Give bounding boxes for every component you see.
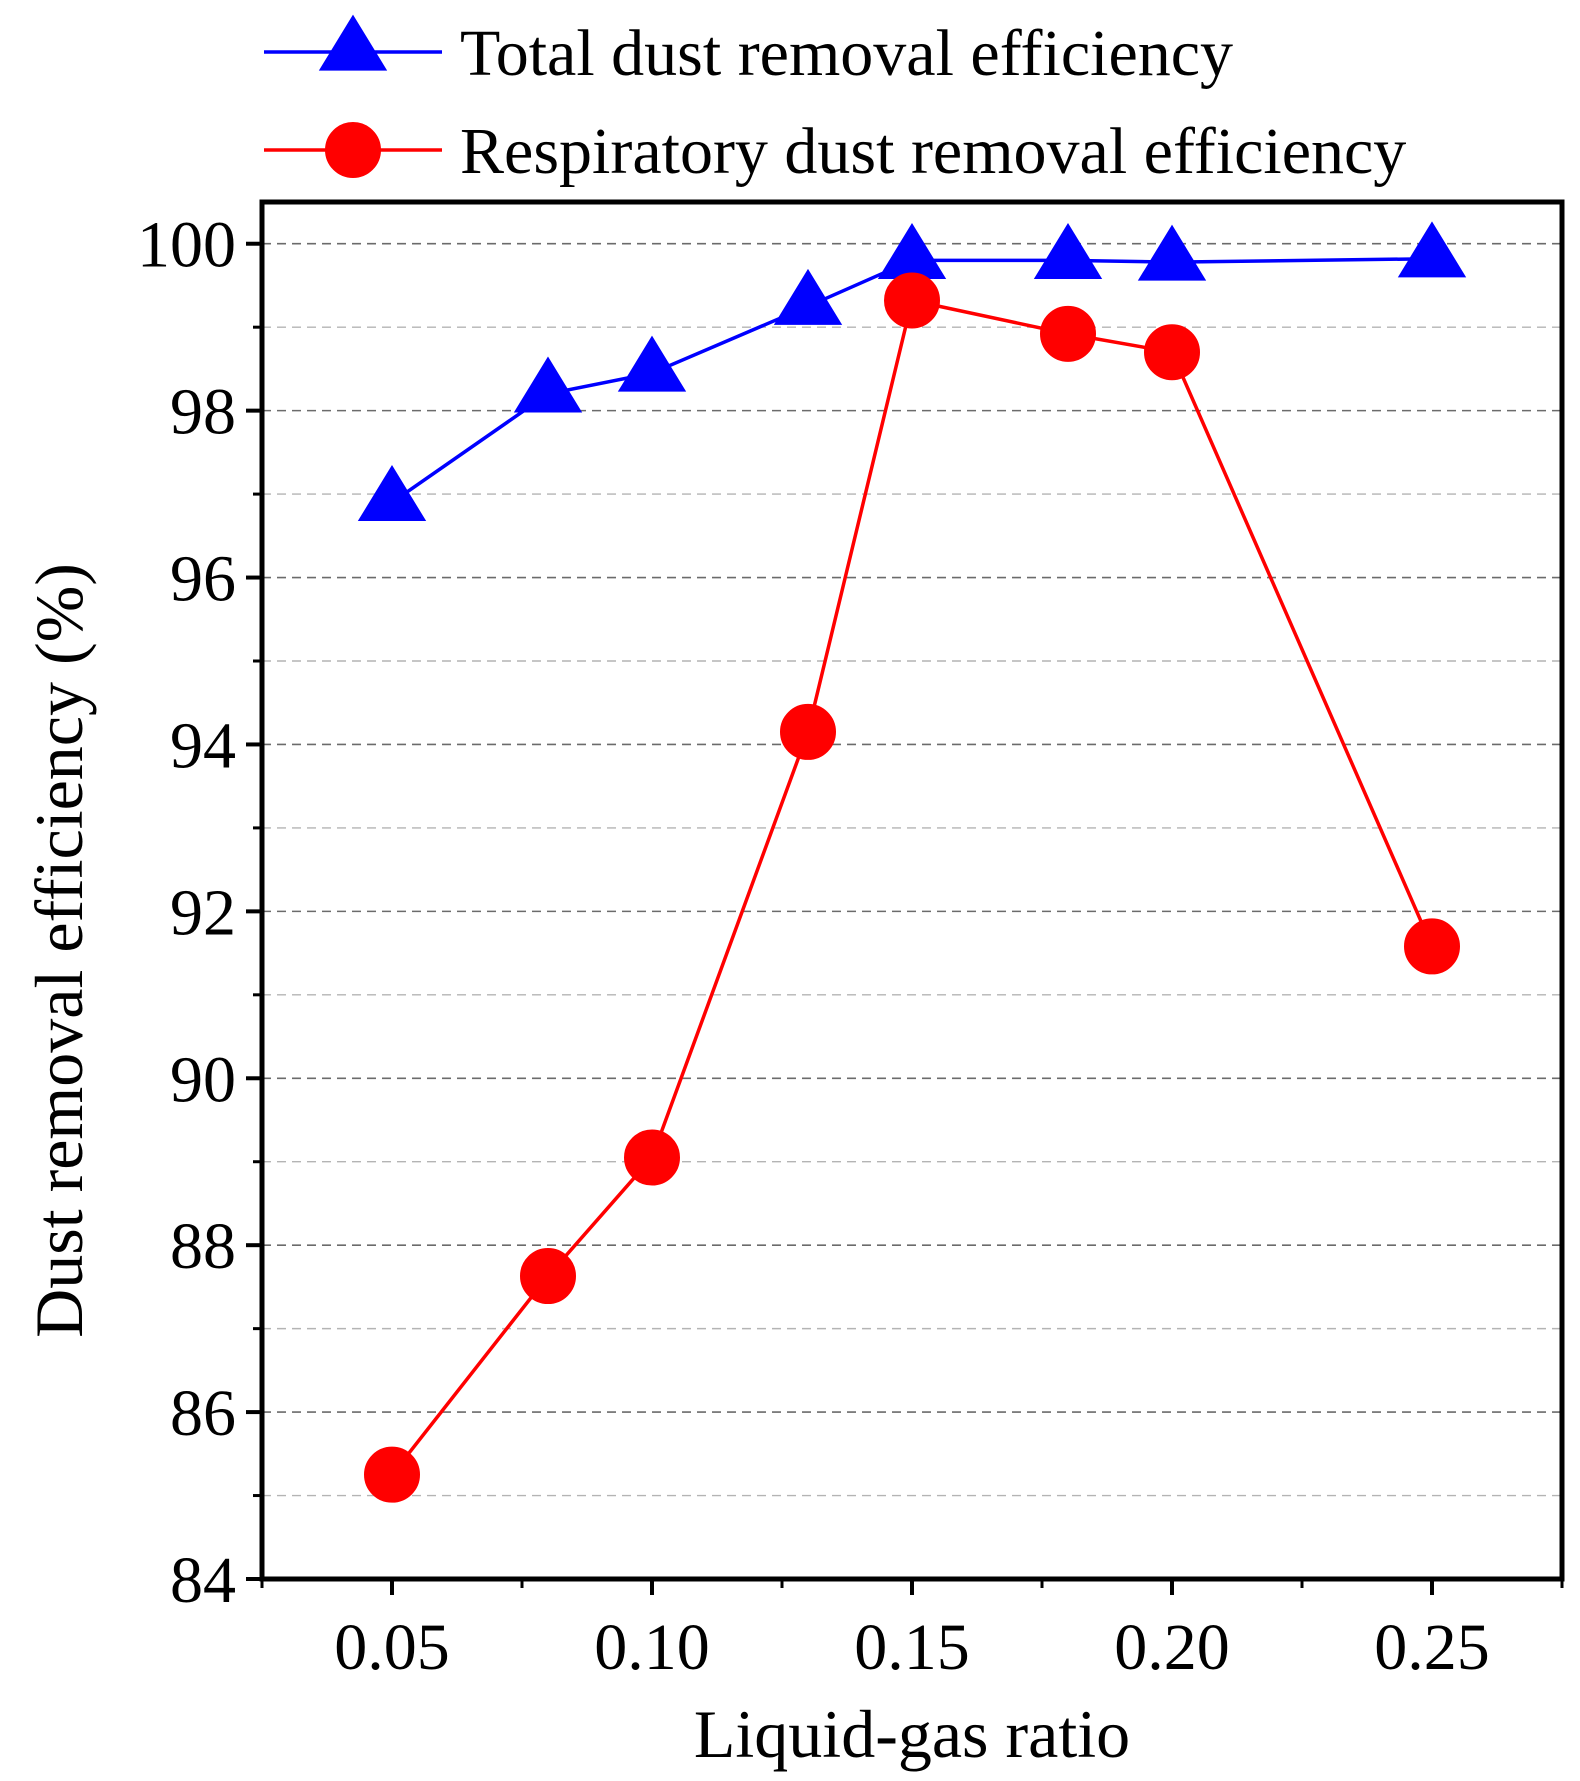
axes-layer: 84 86 88 90 92 94 96 98 100 0.05 0.10 0.15 0.20 0.25 xyxy=(137,199,1565,1684)
series-0 xyxy=(357,221,1467,522)
data-point-circle xyxy=(1404,918,1460,975)
y-tick-label: 96 xyxy=(170,543,236,616)
data-point-circle xyxy=(1040,305,1096,362)
x-tick-label: 0.15 xyxy=(854,1611,970,1684)
data-point-triangle xyxy=(617,335,687,392)
y-axis-title: Dust removal efficiency (%) xyxy=(21,563,97,1338)
data-point-circle xyxy=(520,1248,576,1305)
x-tick-label: 0.05 xyxy=(334,1611,450,1684)
x-tick-label: 0.20 xyxy=(1114,1611,1230,1684)
y-tick-label: 90 xyxy=(170,1043,236,1116)
data-point-circle xyxy=(884,272,940,329)
y-tick-label: 88 xyxy=(170,1210,236,1283)
y-tick-label: 98 xyxy=(170,376,236,449)
series-1 xyxy=(364,272,1460,1503)
data-point-circle xyxy=(780,703,836,760)
y-tick-label: 84 xyxy=(170,1544,236,1617)
data-point-triangle xyxy=(877,222,947,280)
x-tick-label: 0.10 xyxy=(594,1611,710,1684)
data-point-triangle xyxy=(513,356,583,413)
y-tick-label: 100 xyxy=(137,209,236,282)
legend-label: Total dust removal efficiency xyxy=(460,17,1233,90)
legend-item: Total dust removal efficiency xyxy=(264,14,1233,90)
legend-layer: Total dust removal efficiency Respiratory… xyxy=(264,14,1406,188)
grid-layer xyxy=(262,242,1562,1497)
data-point-circle xyxy=(1144,324,1200,381)
legend-triangle-marker xyxy=(318,14,388,71)
y-tick-label: 92 xyxy=(170,876,236,949)
legend-item: Respiratory dust removal efficiency xyxy=(264,115,1406,188)
data-point-circle xyxy=(364,1446,420,1503)
y-tick-label: 86 xyxy=(170,1377,236,1450)
data-point-triangle xyxy=(357,465,427,522)
data-point-triangle xyxy=(1397,221,1467,278)
y-tick-label: 94 xyxy=(170,709,236,782)
data-point-circle xyxy=(624,1129,680,1186)
series-layer xyxy=(357,221,1467,1503)
plot-frame xyxy=(259,199,1565,1582)
data-point-triangle xyxy=(773,268,843,325)
legend-label: Respiratory dust removal efficiency xyxy=(460,115,1406,188)
x-axis-title: Liquid-gas ratio xyxy=(694,1696,1130,1772)
data-point-triangle xyxy=(1033,222,1103,280)
data-point-triangle xyxy=(1137,224,1207,281)
legend-circle-marker xyxy=(325,122,381,178)
x-tick-label: 0.25 xyxy=(1374,1611,1490,1684)
